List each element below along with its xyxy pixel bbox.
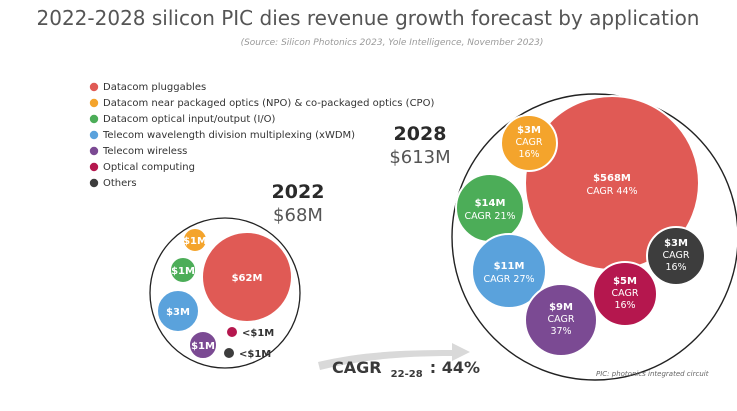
legend-swatch [89,130,99,140]
legend-item-datacom-optical-input-output-i-o: Datacom optical input/output (I/O) [89,114,276,125]
legend-item-optical-computing: Optical computing [89,162,195,173]
legend-label: Optical computing [103,162,195,173]
bubble-cagr-label: CAGR 27% [483,274,534,285]
bubble-cagr-label: CAGR 44% [586,186,637,197]
bubbles-2022: $62M $1M $1M $3M $1M <$1M <$1M [156,227,293,360]
legend-label: Others [103,178,137,189]
legend-label: Datacom pluggables [103,82,206,93]
growth-arrow [318,343,470,370]
bubble-value-label: $3M [664,238,688,249]
bubble-cagr-label: 16% [665,262,686,273]
legend: Datacom pluggables Datacom near packaged … [89,82,434,189]
legend-swatch [89,114,99,124]
bubble-2022-datacom-near-packaged-optics-npo-co-packaged-optics-cpo: $1M [182,227,208,253]
legend-item-telecom-wavelength-division-multiplexing-xwdm: Telecom wavelength division multiplexing… [89,130,355,141]
bubble-2022-telecom-wavelength-division-multiplexing-xwdm: $3M [156,289,200,333]
bubble-circle [201,231,293,323]
legend-swatch [89,178,99,188]
legend-swatch [89,98,99,108]
bubble-2028-telecom-wavelength-division-multiplexing-xwdm: $11M CAGR 27% [471,233,547,309]
bubble-circle [188,330,218,360]
total-2028: $613M [389,147,450,168]
bubble-circle [524,283,598,357]
overall-cagr-range: 22-28 [391,369,423,380]
legend-label: Datacom optical input/output (I/O) [103,114,276,125]
bubble-circle [169,256,197,284]
bubble-cagr-label: 16% [518,149,539,160]
bubble-value-label: <$1M [239,349,271,360]
bubble-value-label: $3M [166,307,190,318]
legend-swatch [89,162,99,172]
legend-item-datacom-pluggables: Datacom pluggables [89,82,206,93]
bubble-cagr-label: CAGR [612,288,639,299]
bubble-2028-datacom-optical-input-output-i-o: $14M CAGR 21% [455,173,525,243]
bubble-2022-datacom-optical-input-output-i-o: $1M [169,256,197,284]
bubble-cagr-label: CAGR [663,250,690,261]
year-2028: 2028 [394,123,447,145]
bubble-value-label: $9M [549,302,573,313]
chart-title: 2022-2028 silicon PIC dies revenue growt… [37,6,700,30]
bubble-circle [471,233,547,309]
legend-swatch [89,82,99,92]
bubble-value-label: $1M [191,341,215,352]
bubble-2022-optical-computing: <$1M [225,325,274,339]
bubble-value-label: $3M [517,125,541,136]
bubble-value-label: $11M [494,261,525,272]
bubble-value-label: $1M [183,236,207,247]
legend-item-others: Others [89,178,137,189]
bubble-circle [156,289,200,333]
footnote: PIC: photonics integrated circuit [596,370,709,378]
legend-item-datacom-near-packaged-optics-npo-co-packaged-optics-cpo: Datacom near packaged optics (NPO) & co-… [89,98,434,109]
total-2022: $68M [273,205,323,226]
bubble-circle [225,325,239,339]
group-2022-outline [149,217,301,369]
bubble-circle [500,114,558,172]
group-2028-outline [451,93,737,381]
bubble-circle [222,346,236,360]
overall-cagr-value: : 44% [430,358,480,377]
bubble-circle [646,226,706,286]
bubble-value-label: $5M [613,276,637,287]
bubble-cagr-label: CAGR 21% [464,211,515,222]
bubble-circle [592,261,658,327]
bubble-value-label: $14M [475,198,506,209]
legend-label: Datacom near packaged optics (NPO) & co-… [103,98,434,109]
bubble-cagr-label: 37% [550,326,571,337]
overall-cagr-label: CAGR [332,358,382,377]
overall-cagr: CAGR 22-28 : 44% [332,358,480,381]
bubble-2022-datacom-pluggables: $62M [201,231,293,323]
chart-subtitle: (Source: Silicon Photonics 2023, Yole In… [241,38,544,48]
bubble-cagr-label: CAGR [548,314,575,325]
legend-label: Telecom wireless [102,146,187,157]
bubble-2022-others: <$1M [222,346,271,360]
legend-label: Telecom wavelength division multiplexing… [102,130,355,141]
bubble-cagr-label: CAGR [516,137,543,148]
bubble-value-label: <$1M [242,328,274,339]
bubble-cagr-label: 16% [614,300,635,311]
legend-item-telecom-wireless: Telecom wireless [89,146,187,157]
bubble-value-label: $568M [593,173,631,184]
bubble-value-label: $1M [171,266,195,277]
bubble-value-label: $62M [232,273,263,284]
legend-swatch [89,146,99,156]
year-2022: 2022 [272,181,325,203]
bubble-2022-telecom-wireless: $1M [188,330,218,360]
bubble-circle [182,227,208,253]
